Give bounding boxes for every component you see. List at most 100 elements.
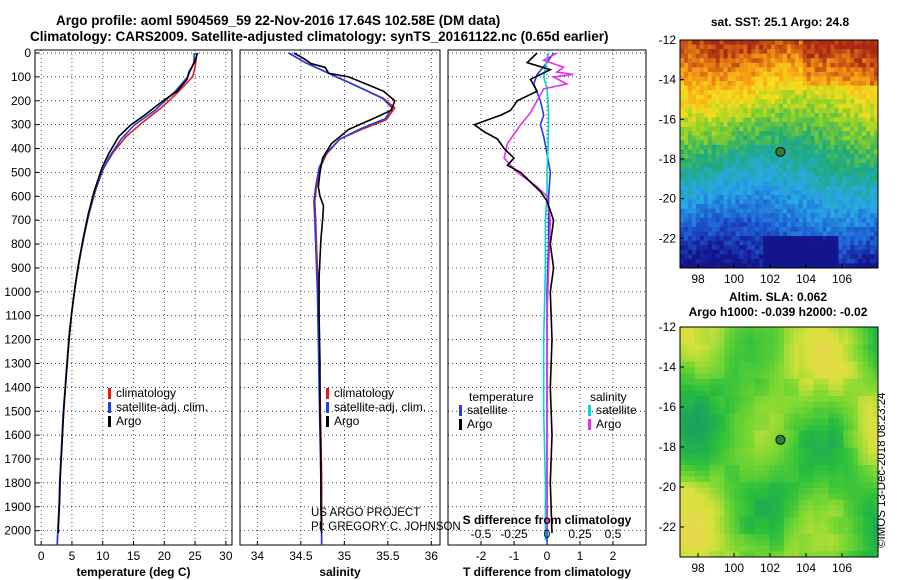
map-cell [863, 545, 869, 552]
map-cell [687, 240, 693, 246]
map-cell [874, 199, 879, 205]
map-cell [689, 332, 696, 339]
map-cell [767, 126, 772, 132]
map-cell [699, 117, 705, 123]
map-cell [853, 522, 859, 529]
map-cell [735, 181, 740, 187]
map-cell [699, 44, 705, 50]
map-cell [853, 378, 859, 385]
map-cell [749, 384, 755, 391]
map-cell [694, 465, 701, 472]
map-cell [858, 327, 864, 334]
map-cell [747, 240, 752, 246]
map-cell [719, 154, 724, 159]
map-cell [818, 190, 823, 196]
map-cell [759, 442, 765, 449]
map-cell [810, 158, 816, 164]
map-cell [769, 499, 775, 506]
map-cell [834, 158, 839, 164]
map-cell [684, 430, 691, 437]
map-cell [691, 103, 697, 109]
map-cell [866, 245, 871, 251]
map-cell [680, 327, 686, 334]
map-cell [854, 249, 859, 255]
map-cell [764, 534, 770, 541]
map-cell [764, 522, 770, 529]
map-cell [767, 163, 772, 169]
map-cell [739, 465, 745, 472]
map-cell [695, 144, 701, 150]
map-cell [853, 488, 859, 495]
map-cell [868, 528, 874, 535]
map-cell [806, 53, 812, 59]
map-cell [771, 163, 776, 169]
map-cell [833, 396, 839, 403]
salinity-frame [239, 49, 441, 546]
map-cell [853, 396, 859, 403]
map-cell [719, 499, 725, 506]
map-cell [833, 511, 839, 518]
map-cell [684, 488, 691, 495]
map-cell [790, 71, 796, 77]
map-cell [714, 551, 720, 558]
map-cell [783, 367, 790, 374]
map-cell [767, 254, 772, 260]
map-cell [793, 407, 800, 414]
map-cell [771, 90, 776, 96]
map-cell [850, 122, 855, 128]
map-cell [687, 199, 693, 205]
map-cell [739, 213, 744, 219]
y-tick-label: 1500 [4, 404, 31, 418]
map-cell [783, 551, 790, 558]
map-cell [739, 167, 744, 173]
map-cell [866, 199, 871, 205]
map-cell [739, 144, 744, 150]
x-tick-label: 20 [158, 549, 172, 563]
map-cell [803, 396, 810, 403]
map-cell [854, 126, 859, 132]
map-cell [786, 44, 792, 50]
map-cell [828, 476, 834, 483]
map-cell [862, 44, 867, 50]
map-cell [843, 378, 849, 385]
map-cell [729, 528, 735, 535]
map-cell [767, 76, 772, 82]
map-cell [759, 67, 764, 73]
map-cell [858, 181, 863, 187]
map-cell [714, 344, 720, 351]
map-cell [802, 167, 808, 173]
map-cell [863, 413, 869, 420]
map-cell [694, 361, 701, 368]
map-cell [749, 338, 755, 345]
map-cell [684, 442, 691, 449]
figure-title-line2: Climatology: CARS2009. Satellite-adjuste… [30, 29, 609, 44]
map-cell [794, 49, 800, 55]
map-cell [803, 505, 810, 512]
map-cell [739, 442, 745, 449]
map-cell [727, 149, 732, 155]
map-cell [848, 436, 854, 443]
map-cell [719, 44, 724, 50]
map-cell [830, 122, 835, 128]
map-cell [833, 551, 839, 558]
map-cell [779, 258, 784, 264]
map-cell [870, 90, 875, 96]
map-cell [786, 163, 792, 169]
map-cell [735, 172, 740, 178]
map-cell [763, 71, 768, 77]
x-tick-label: 1 [577, 549, 584, 563]
map-cell [695, 222, 701, 228]
map-cell [788, 534, 795, 541]
map-cell [794, 176, 800, 182]
map-cell [823, 430, 829, 437]
map-cell [763, 40, 768, 45]
map-cell [842, 108, 847, 114]
map-cell [699, 327, 706, 334]
map-cell [747, 112, 752, 118]
map-cell [814, 226, 819, 232]
map-cell [771, 71, 776, 77]
map-cell [823, 551, 829, 558]
map-cell [751, 240, 756, 246]
map-cell [739, 195, 744, 200]
map-cell [774, 493, 780, 500]
